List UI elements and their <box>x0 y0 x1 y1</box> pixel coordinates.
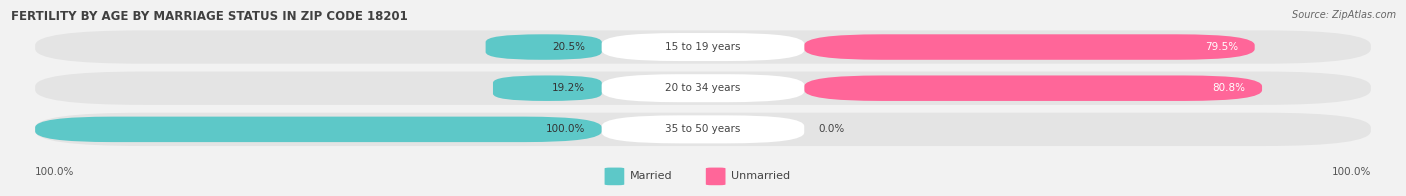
Text: 0.0%: 0.0% <box>818 124 845 134</box>
FancyBboxPatch shape <box>602 74 804 102</box>
Text: 35 to 50 years: 35 to 50 years <box>665 124 741 134</box>
FancyBboxPatch shape <box>605 168 624 185</box>
Text: 79.5%: 79.5% <box>1205 42 1237 52</box>
FancyBboxPatch shape <box>494 75 602 101</box>
Text: 20 to 34 years: 20 to 34 years <box>665 83 741 93</box>
Text: Unmarried: Unmarried <box>731 171 790 181</box>
FancyBboxPatch shape <box>485 34 602 60</box>
Text: 100.0%: 100.0% <box>1331 167 1371 178</box>
FancyBboxPatch shape <box>602 115 804 143</box>
Text: 100.0%: 100.0% <box>35 167 75 178</box>
FancyBboxPatch shape <box>706 168 725 185</box>
Text: Married: Married <box>630 171 672 181</box>
Text: 19.2%: 19.2% <box>551 83 585 93</box>
FancyBboxPatch shape <box>804 75 1263 101</box>
FancyBboxPatch shape <box>35 117 602 142</box>
Text: FERTILITY BY AGE BY MARRIAGE STATUS IN ZIP CODE 18201: FERTILITY BY AGE BY MARRIAGE STATUS IN Z… <box>11 10 408 23</box>
FancyBboxPatch shape <box>804 34 1254 60</box>
FancyBboxPatch shape <box>35 72 1371 105</box>
FancyBboxPatch shape <box>35 113 1371 146</box>
Text: 20.5%: 20.5% <box>553 42 585 52</box>
FancyBboxPatch shape <box>35 30 1371 64</box>
Text: 100.0%: 100.0% <box>546 124 585 134</box>
Text: 80.8%: 80.8% <box>1212 83 1246 93</box>
Text: Source: ZipAtlas.com: Source: ZipAtlas.com <box>1292 10 1396 20</box>
FancyBboxPatch shape <box>602 33 804 61</box>
Text: 15 to 19 years: 15 to 19 years <box>665 42 741 52</box>
